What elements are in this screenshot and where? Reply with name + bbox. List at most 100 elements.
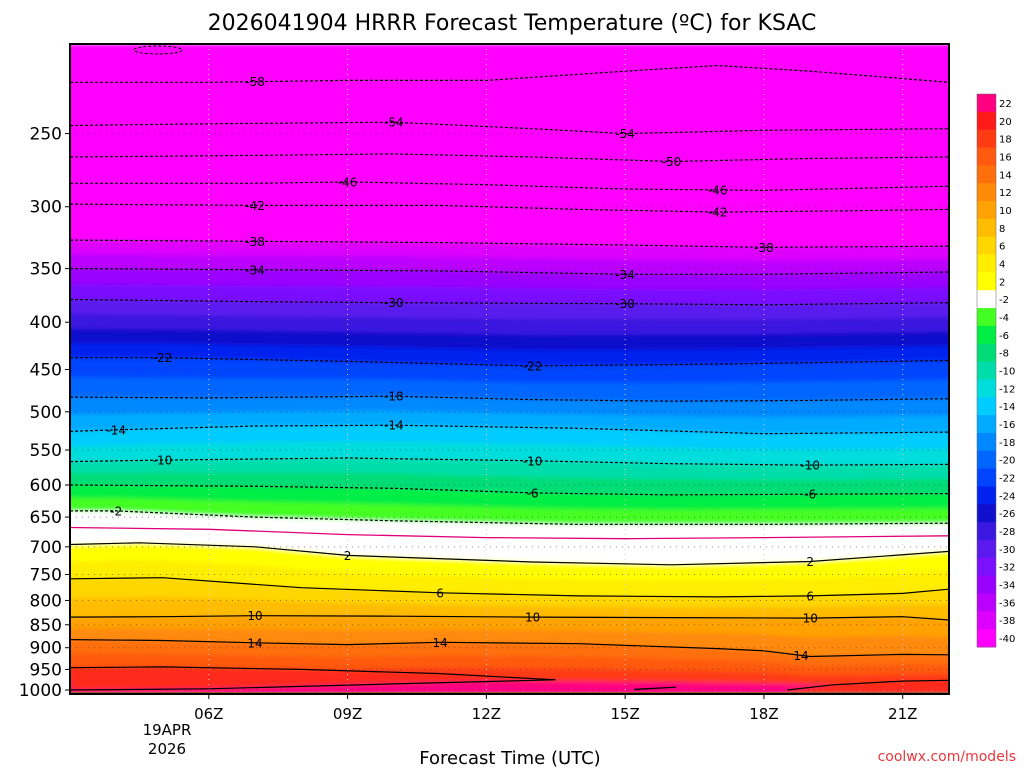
temperature-band [70,577,949,603]
temperature-band [70,527,949,546]
temperature-band [70,560,949,589]
y-tick-label: 450 [30,360,62,380]
temperature-band [70,418,949,435]
colorbar-label: -10 [999,367,1015,378]
y-tick-label: 800 [30,591,62,611]
colorbar-label: 22 [999,99,1012,110]
contour-label: -58 [245,75,265,89]
colorbar-label: 18 [999,135,1012,146]
contour-line [70,64,949,83]
colorbar-cell [977,236,996,256]
contour-label: -42 [708,206,728,220]
y-tick-label: 600 [30,476,62,496]
contour-label: -42 [245,199,265,213]
colorbar-label: -26 [999,509,1015,520]
contour-line [70,181,949,192]
x-tick-label: 15Z [610,705,639,723]
temperature-band [70,491,949,510]
y-axis: 250 300 350 400 450 500 550 600 650 700 750 800 850 9… [19,125,70,701]
temperature-band [70,433,949,450]
contour-label: 10 [525,611,540,625]
contour-label: 14 [432,636,447,650]
colorbar-cell [977,218,996,238]
temperature-band [70,634,949,657]
contour-label: 6 [436,586,444,600]
colorbar-cell [977,575,996,594]
temperature-band [70,49,949,65]
temperature-band [70,479,949,496]
temperature-band [70,441,949,458]
colorbar-cell [977,94,996,113]
contour-label: -22 [523,359,543,373]
colorbar-cell [977,165,996,184]
colorbar-cell [977,111,996,131]
contour-label: -34 [615,268,635,282]
x-tick-label: 12Z [472,705,501,723]
temperature-band [70,531,949,552]
contour-label: -30 [384,296,404,310]
colorbar-label: -6 [999,331,1009,342]
contour-line [70,666,556,691]
contour-label: -30 [615,297,635,311]
warm-loop-contour [634,686,677,691]
colorbar-label: -28 [999,527,1015,538]
credit-link[interactable]: coolwx.com/models [878,749,1016,765]
temperature-band [70,396,949,410]
contour-label: 14 [793,649,808,663]
contour-label: -22 [153,351,173,365]
x-tick-label: 21Z [888,705,917,723]
colorbar-cell [977,557,996,577]
temperature-bands [70,44,949,694]
contour-line [70,121,949,135]
contour-label: -46 [338,175,358,189]
colorbar-label: -30 [999,545,1015,556]
x-axis: 06Z 09Z 12Z 15Z 18Z 21Z [194,694,917,723]
temperature-band [70,175,949,192]
contour-labels: -58 -54 -54 -50 -46 -46 -42 -42 -38 -38 -34 -34 -30 -… [106,75,820,663]
temperature-band [70,44,949,55]
contour-label: -54 [615,127,635,141]
temperature-band [70,539,949,566]
y-tick-label: 900 [30,639,62,659]
y-tick-label: 1000 [19,681,62,701]
temperature-band [70,606,949,621]
contour-label: -10 [800,459,820,473]
temperature-band [70,122,949,142]
contour-label: -38 [245,235,265,249]
colorbar-label: -36 [999,598,1015,609]
temperature-contours [70,45,949,691]
colorbar-label: -16 [999,420,1015,431]
y-tick-label: 650 [30,508,62,528]
y-tick-label: 950 [30,660,62,680]
colorbar-cell [977,504,996,523]
contour-line [70,484,949,496]
x-tick-label: 09Z [333,705,362,723]
contour-line [70,153,949,163]
colorbar-cell [977,539,996,559]
y-tick-label: 850 [30,616,62,636]
temperature-band [70,276,949,291]
temperature-band [70,387,949,402]
temperature-band [70,504,949,525]
colorbar-cell [977,379,996,398]
x-date-year: 2026 [148,740,186,758]
temperature-band [70,449,949,466]
y-tick-label: 350 [30,260,62,280]
chart-title: 2026041904 HRRR Forecast Temperature (ºC… [208,11,817,36]
temperature-band [70,187,949,202]
colorbar-cell [977,147,996,166]
temperature-band [70,198,949,213]
temperature-band [70,82,949,107]
contour-label: -10 [153,454,173,468]
colorbar-label: -24 [999,491,1015,502]
x-tick-label: 18Z [749,705,778,723]
colorbar-label: -32 [999,563,1015,574]
contour-line [70,577,949,598]
temperature-band [70,213,949,231]
contour-label: 6 [806,589,814,603]
colorbar-cell [977,629,996,648]
colorbar-cell [977,468,996,487]
contour-line [70,424,949,435]
contour-label: 10 [247,609,262,623]
temperature-band [70,465,949,481]
